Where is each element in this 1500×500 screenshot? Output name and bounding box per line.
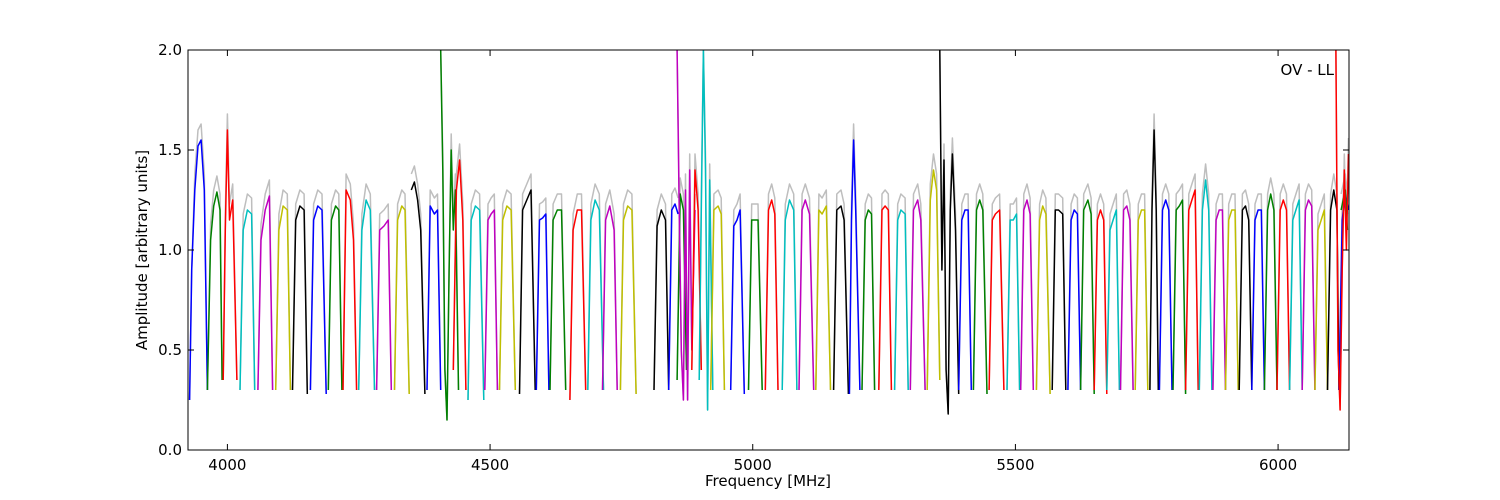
series-line-38 [781, 199, 798, 391]
series-line-66 [1198, 179, 1213, 391]
series-line-46 [909, 199, 926, 391]
series-line-16 [439, 50, 460, 421]
series-line-27 [619, 205, 637, 395]
series-line-9 [327, 205, 343, 391]
series-line-72 [1276, 199, 1291, 391]
series-line-74 [1301, 199, 1316, 391]
series-line-44 [878, 205, 893, 391]
x-axis-label: Frequency [MHz] [705, 472, 831, 490]
series-line-2 [206, 191, 223, 391]
series-line-69 [1238, 205, 1253, 391]
series-line-35 [729, 209, 746, 395]
x-tick-label: 6000 [1259, 456, 1297, 474]
series-line-49 [957, 209, 973, 391]
series-line-29 [667, 203, 679, 391]
series-line-5 [257, 195, 274, 391]
x-tick-label: 5000 [734, 456, 772, 474]
series-line-68 [1224, 209, 1239, 391]
series-line-62 [1149, 129, 1160, 391]
series-line-61 [1134, 209, 1149, 391]
series-line-23 [549, 209, 567, 391]
series-line-33 [698, 50, 714, 411]
series-line-55 [1051, 209, 1067, 391]
y-tick-label: 0.5 [158, 341, 182, 359]
series-line-75 [1314, 209, 1329, 391]
series-line-57 [1079, 199, 1095, 395]
y-tick-label: 1.5 [158, 141, 182, 159]
series-line-7 [291, 205, 309, 395]
y-tick-label: 0.0 [158, 441, 182, 459]
series-line-64 [1172, 199, 1187, 395]
series-line-13 [393, 205, 410, 395]
series-line-65 [1184, 189, 1199, 391]
series-line-71 [1263, 193, 1278, 391]
y-tick-label: 1.0 [158, 241, 182, 259]
series-line-53 [1019, 199, 1035, 391]
series-line-17 [452, 159, 467, 391]
series-line-25 [587, 199, 605, 391]
series-line-56 [1067, 209, 1082, 391]
series-line-15 [426, 205, 442, 391]
series-line-24 [569, 209, 587, 401]
series-line-47 [926, 169, 941, 391]
series-line-14 [410, 181, 426, 395]
series-line-31 [676, 50, 696, 401]
series-line-67 [1212, 209, 1227, 391]
series-line-42 [848, 139, 861, 395]
series-line-40 [815, 205, 832, 391]
series-line-6 [274, 205, 292, 391]
x-tick-label: 4000 [208, 456, 246, 474]
series-line-70 [1251, 209, 1266, 391]
series-line-39 [798, 199, 815, 391]
x-tick-label: 5500 [996, 456, 1034, 474]
series-line-41 [832, 205, 850, 395]
y-axis: 0.0 0.5 1.0 1.5 2.0 [158, 41, 1349, 459]
series-line-4 [239, 209, 256, 391]
series-line-45 [893, 209, 909, 391]
series-line-48 [939, 50, 960, 415]
series-line-34 [709, 205, 726, 391]
series-line-19 [484, 209, 499, 391]
series-line-18 [467, 205, 485, 401]
series-line-37 [764, 199, 779, 391]
series-line-26 [601, 205, 618, 391]
series-line-12 [375, 219, 393, 391]
series-line-22 [535, 213, 550, 391]
annotation-label: OV - LL [1281, 61, 1335, 79]
series-line-1 [188, 139, 209, 401]
series-line-28 [653, 209, 670, 391]
series-line-43 [861, 209, 876, 391]
series-line-50 [972, 199, 988, 395]
series-line-20 [498, 205, 517, 391]
series-line-51 [988, 209, 1005, 391]
x-axis: 4000 4500 5000 5500 6000 [208, 50, 1297, 474]
series-line-21 [518, 189, 536, 395]
series-line-59 [1106, 209, 1121, 391]
series-layer [188, 50, 1349, 421]
series-line-58 [1093, 209, 1108, 395]
series-line-11 [357, 199, 376, 391]
y-tick-label: 2.0 [158, 41, 182, 59]
series-line-60 [1119, 205, 1134, 391]
series-line-73 [1288, 199, 1303, 391]
y-axis-label: Amplitude [arbitrary units] [133, 150, 151, 350]
series-line-36 [747, 219, 763, 391]
series-line-63 [1158, 199, 1173, 391]
series-line-54 [1035, 205, 1051, 395]
series-line-10 [342, 189, 358, 391]
x-tick-label: 4500 [471, 456, 509, 474]
series-line-8 [309, 205, 327, 395]
series-line-52 [1006, 213, 1021, 391]
series-line-3 [222, 129, 238, 381]
